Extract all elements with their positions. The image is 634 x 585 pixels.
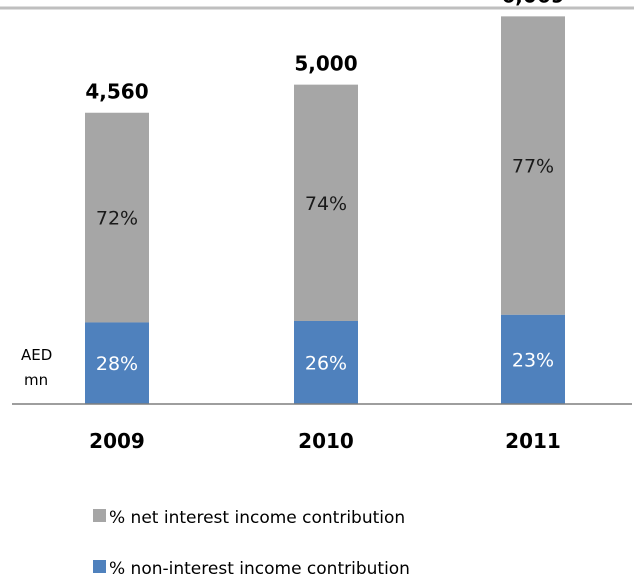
total-label-2009: 4,560 (85, 80, 148, 104)
bar-segment-net-interest-2009 (85, 112, 149, 323)
data-label-non-interest-2010: 26% (305, 352, 347, 374)
unit-label-mn: mn (24, 371, 48, 389)
legend-swatch-0 (93, 509, 106, 522)
x-tick-label-2011: 2011 (505, 429, 561, 453)
bar-segment-non-interest-2009 (85, 322, 149, 404)
legend-label-0: % net interest income contribution (109, 508, 405, 528)
data-label-non-interest-2011: 23% (512, 349, 554, 371)
bar-segment-non-interest-2010 (294, 320, 358, 404)
data-label-net-interest-2011: 77% (512, 156, 554, 178)
legend-swatch-1 (93, 560, 106, 573)
legend-label-1: % non-interest income contribution (109, 559, 410, 579)
bars-layer: 72% 28% 4,560 74% 26% 5,000 77% 23% 6,069 (85, 0, 565, 404)
x-tick-labels: 2009 2010 2011 (89, 429, 561, 453)
data-label-net-interest-2010: 74% (305, 193, 347, 215)
bar-segment-non-interest-2011 (501, 314, 565, 404)
data-label-net-interest-2009: 72% (96, 208, 138, 230)
unit-label-aed: AED (21, 346, 52, 364)
bar-segment-net-interest-2011 (501, 16, 565, 315)
bar-segment-net-interest-2010 (294, 84, 358, 321)
x-tick-label-2009: 2009 (89, 429, 145, 453)
total-label-2011: 6,069 (501, 0, 564, 7)
legend: % net interest income contribution % non-… (93, 508, 410, 579)
total-label-2010: 5,000 (294, 52, 357, 76)
data-label-non-interest-2009: 28% (96, 353, 138, 375)
x-tick-label-2010: 2010 (298, 429, 354, 453)
